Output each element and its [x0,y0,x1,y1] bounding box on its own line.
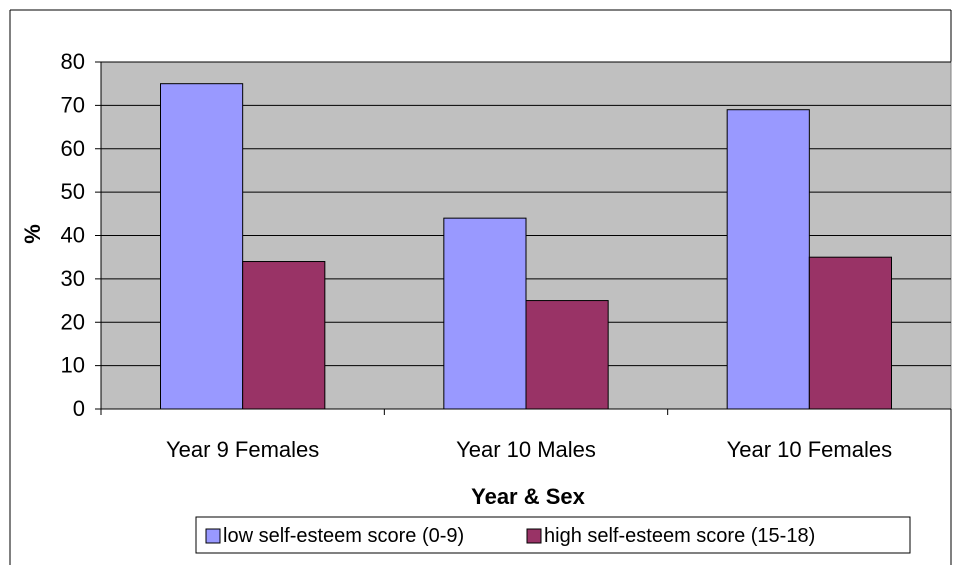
y-tick-label: 40 [61,223,85,248]
bar-low-self-esteem [726,109,810,410]
legend-box [195,516,911,554]
y-tick-label: 70 [61,92,85,117]
axes [95,61,952,415]
legend-label-high-self-esteem: high self-esteem score (15-18) [544,525,815,547]
y-tick-labels: 0 10 20 30 40 50 60 70 80 [61,49,85,421]
bar-high-self-esteem [242,261,326,410]
y-tick-label: 20 [61,309,85,334]
y-tick-label: 30 [61,266,85,291]
bars [160,83,892,410]
x-tick-labels: Year 9 Females Year 10 Males Year 10 Femal… [166,437,892,462]
legend: low self-esteem score (0-9) high self-es… [195,516,911,554]
y-tick-label: 80 [61,49,85,74]
y-tick-label: 10 [61,353,85,378]
legend-swatch-high-self-esteem [526,528,542,544]
x-tick-label: Year 10 Males [456,437,596,462]
bar-low-self-esteem [160,83,244,410]
legend-label-low-self-esteem: low self-esteem score (0-9) [223,525,464,547]
y-tick-label: 0 [73,396,85,421]
y-tick-label: 50 [61,179,85,204]
y-axis-label: % [20,224,45,244]
x-tick-label: Year 10 Females [727,437,893,462]
legend-swatch-low-self-esteem [205,528,221,544]
bar-high-self-esteem [808,256,892,410]
x-tick-label: Year 9 Females [166,437,319,462]
x-axis-label: Year & Sex [471,484,586,509]
bar-high-self-esteem [525,300,609,410]
y-tick-label: 60 [61,136,85,161]
bar-low-self-esteem [443,217,527,410]
